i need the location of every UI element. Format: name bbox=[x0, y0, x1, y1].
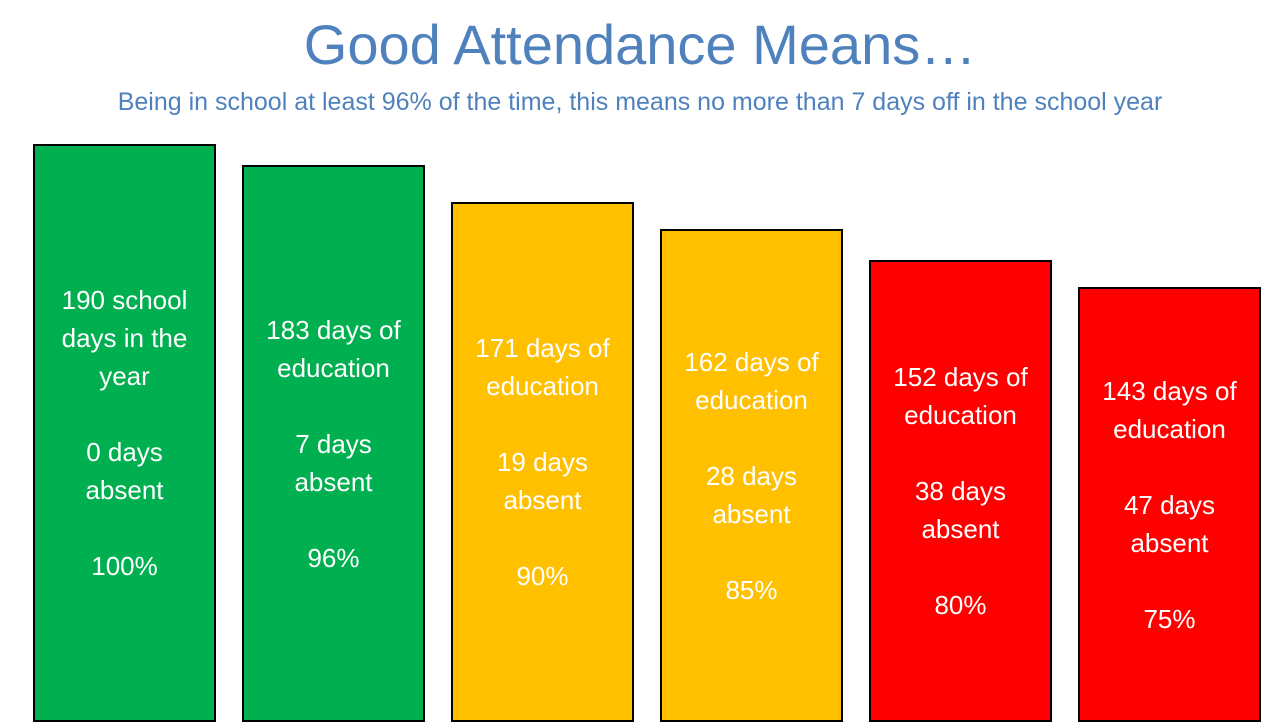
bar-label: year bbox=[99, 361, 150, 391]
bar-label: 143 days of bbox=[1102, 375, 1237, 406]
bar-label-group: 19 days absent bbox=[497, 443, 588, 519]
bar-label: 96% bbox=[307, 542, 360, 573]
bar-label-group: 90% bbox=[516, 557, 568, 595]
bar-171: 171 days of education 19 days absent 90% bbox=[451, 202, 634, 722]
bar-label-group: 80% bbox=[934, 586, 986, 624]
bar-label: 47 days bbox=[1123, 489, 1216, 520]
bar-label: 90% bbox=[516, 561, 569, 591]
bar-label-group: 171 days of education bbox=[475, 329, 609, 405]
chart-subtitle: Being in school at least 96% of the time… bbox=[117, 88, 1163, 116]
bar-label-group: 75% bbox=[1143, 600, 1195, 638]
bar-label-group: 0 days absent bbox=[85, 433, 163, 509]
bar-label: 183 days of bbox=[266, 314, 401, 345]
bar-label: 75% bbox=[1143, 603, 1196, 634]
bar-label: education bbox=[1113, 413, 1226, 444]
bar-152: 152 days of education 38 days absent 80% bbox=[869, 260, 1052, 722]
bar-label: 85% bbox=[725, 574, 778, 605]
bar-label: 190 school bbox=[61, 285, 188, 315]
bar-label: 152 days of bbox=[893, 362, 1028, 392]
bar-label-group: 96% bbox=[307, 539, 359, 577]
bar-label: absent bbox=[1130, 527, 1209, 558]
bar-label-group: 47 days absent bbox=[1124, 486, 1215, 562]
bar-label: 80% bbox=[934, 590, 987, 620]
bar-label: 19 days bbox=[496, 447, 589, 477]
bar-label: education bbox=[486, 371, 599, 401]
bar-label: 100% bbox=[91, 551, 158, 581]
bar-label: 7 days bbox=[295, 428, 372, 459]
bar-label-group: 85% bbox=[725, 571, 777, 609]
bar-label-group: 143 days of education bbox=[1102, 372, 1236, 448]
bar-label-group: 183 days of education bbox=[266, 311, 400, 387]
bar-label: absent bbox=[294, 466, 373, 497]
bar-label-group: 190 school days in the year bbox=[62, 281, 188, 395]
bar-143: 143 days of education 47 days absent 75% bbox=[1078, 287, 1261, 722]
bar-183: 183 days of education 7 days absent 96% bbox=[242, 165, 425, 722]
bar-label-group: 38 days absent bbox=[915, 472, 1006, 548]
bar-label: absent bbox=[921, 514, 1000, 544]
bar-label-group: 7 days absent bbox=[294, 425, 372, 501]
bar-label: education bbox=[904, 400, 1017, 430]
bar-190: 190 school days in the year 0 days absent 100… bbox=[33, 144, 216, 722]
bar-label-group: 152 days of education bbox=[893, 358, 1027, 434]
bar-label: education bbox=[277, 352, 390, 383]
chart-title: Good Attendance Means… bbox=[303, 13, 977, 76]
bar-label: 38 days bbox=[914, 476, 1007, 506]
bar-label: education bbox=[695, 384, 808, 415]
bar-label-group: 100% bbox=[91, 547, 158, 585]
bar-162: 162 days of education 28 days absent 85% bbox=[660, 229, 843, 722]
bar-label: 0 days bbox=[86, 437, 163, 467]
bar-label: 162 days of bbox=[684, 346, 819, 377]
bar-label-group: 28 days absent bbox=[706, 457, 797, 533]
bar-label: days in the bbox=[61, 323, 188, 353]
bar-label: absent bbox=[503, 485, 582, 515]
bar-label-group: 162 days of education bbox=[684, 343, 818, 419]
bar-label: absent bbox=[712, 498, 791, 529]
bar-label: 171 days of bbox=[475, 333, 610, 363]
bar-label: 28 days bbox=[705, 460, 798, 491]
bar-label: absent bbox=[85, 475, 164, 505]
